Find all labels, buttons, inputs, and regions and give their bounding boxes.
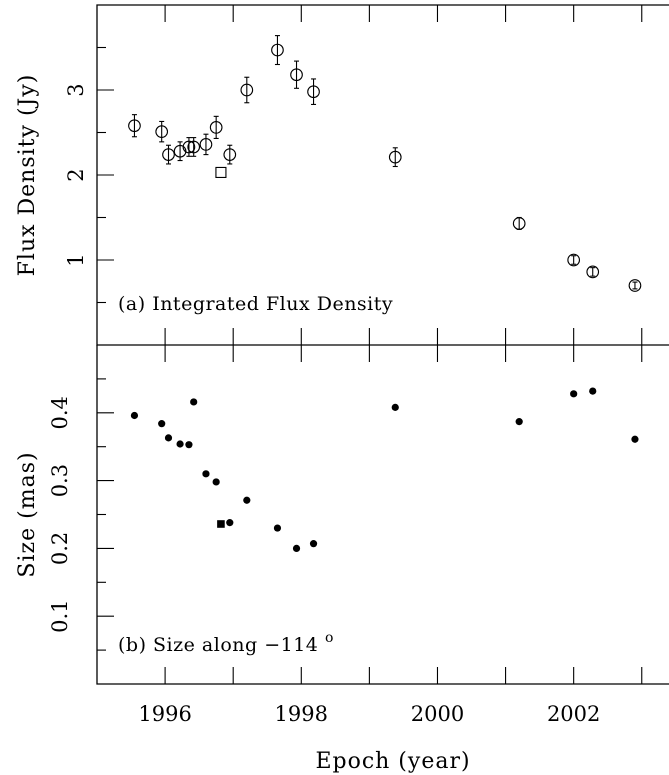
- size-point: [589, 387, 597, 395]
- y-tick-label: 0.2: [48, 532, 72, 565]
- size-point: [185, 441, 193, 449]
- flux-point: [628, 279, 642, 292]
- flux-point: [223, 148, 237, 161]
- size-point: [130, 411, 139, 420]
- flux-point: [307, 85, 320, 99]
- size-point: [158, 420, 166, 428]
- x-axis-title: Epoch (year): [315, 749, 470, 774]
- flux-density-panel: 1 2 3 (a) Integrated Flux Density Flux Den…: [15, 4, 669, 346]
- flux-point: [155, 125, 169, 138]
- size-point: [226, 519, 234, 527]
- x-tick-label: 2002: [547, 702, 600, 726]
- size-point: [190, 398, 198, 406]
- y-tick-label: 1: [64, 253, 88, 266]
- size-point: [570, 390, 578, 398]
- flux-square-point: [215, 166, 227, 178]
- flux-point: [512, 217, 526, 230]
- y-tick-label: 2: [64, 168, 88, 181]
- y-tick-label: 3: [64, 83, 88, 96]
- flux-panel-marks: [128, 35, 642, 292]
- size-square-point: [217, 520, 225, 528]
- flux-point: [182, 140, 196, 154]
- flux-point: [128, 119, 141, 133]
- x-tick-label: 2000: [411, 702, 464, 726]
- flux-point: [388, 150, 402, 164]
- flux-point: [199, 138, 213, 151]
- size-panel-ticks: 1996 1998 2000 2002 0.1 0.2 0.3 0.4: [48, 345, 643, 726]
- size-panel-label: (b) Size along −114 o: [118, 630, 334, 656]
- size-point: [391, 403, 399, 411]
- y-tick-label: 0.4: [48, 396, 72, 429]
- y-tick-label: 0.3: [48, 464, 72, 497]
- size-panel-frame: [96, 345, 669, 685]
- flux-point: [290, 68, 303, 82]
- size-panel: 1996 1998 2000 2002 0.1 0.2 0.3 0.4 (b) Size al…: [15, 345, 669, 774]
- degree-superscript: o: [325, 630, 334, 646]
- size-point: [212, 478, 220, 486]
- x-tick-label: 1998: [275, 702, 328, 726]
- flux-point: [586, 265, 600, 279]
- size-point: [273, 524, 282, 532]
- size-point: [164, 434, 173, 442]
- flux-point: [271, 43, 284, 57]
- size-panel-label-angle: −114: [264, 634, 318, 656]
- flux-y-axis-title: Flux Density (Jy): [15, 74, 40, 277]
- flux-point: [173, 144, 187, 158]
- size-panel-marks: [130, 387, 639, 553]
- flux-point: [240, 83, 254, 97]
- size-point: [515, 418, 523, 426]
- size-point: [243, 496, 251, 504]
- size-point: [309, 540, 318, 548]
- size-point: [202, 470, 210, 478]
- y-tick-label: 0.1: [48, 599, 72, 632]
- flux-point: [209, 121, 223, 134]
- flux-point: [567, 253, 581, 267]
- size-point: [176, 440, 184, 448]
- flux-point: [187, 140, 201, 154]
- flux-panel-label: (a) Integrated Flux Density: [118, 293, 393, 315]
- size-point: [631, 435, 639, 443]
- flux-point: [162, 148, 175, 161]
- flux-panel-ticks: 1 2 3: [64, 5, 643, 345]
- size-y-axis-title: Size (mas): [15, 451, 40, 577]
- size-point: [292, 544, 301, 553]
- x-tick-label: 1996: [138, 702, 191, 726]
- size-panel-label-prefix: (b) Size along: [118, 634, 264, 656]
